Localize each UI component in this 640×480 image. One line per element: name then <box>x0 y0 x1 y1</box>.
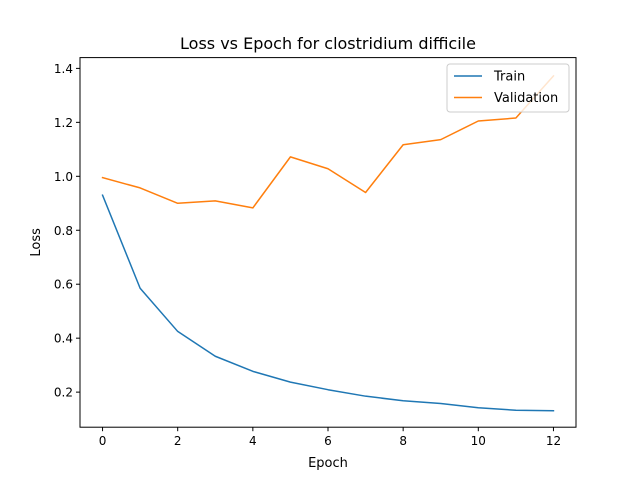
series-layer <box>101 74 555 412</box>
y-axis: 0.2 0.4 0.6 0.8 1.0 1.2 1.4 <box>54 62 80 400</box>
y-tick-label: 1.0 <box>54 170 73 184</box>
x-tick-label: 4 <box>249 434 257 448</box>
x-tick-label: 2 <box>174 434 182 448</box>
y-tick-label: 0.8 <box>54 224 73 238</box>
y-tick-label: 0.6 <box>54 278 73 292</box>
x-tick-label: 8 <box>399 434 407 448</box>
y-tick-label: 0.2 <box>54 386 73 400</box>
legend-label-train: Train <box>493 70 525 85</box>
series-line-train <box>101 194 555 412</box>
x-axis-label: Epoch <box>308 456 348 471</box>
y-tick-label: 1.4 <box>54 62 73 76</box>
legend: Train Validation <box>446 63 570 113</box>
legend-label-validation: Validation <box>494 91 558 106</box>
x-tick-label: 6 <box>324 434 332 448</box>
y-tick-label: 1.2 <box>54 116 73 130</box>
y-axis-label: Loss <box>29 228 44 257</box>
series-line-validation <box>101 74 555 209</box>
x-tick-label: 0 <box>99 434 107 448</box>
x-axis: 0 2 4 6 8 10 12 <box>99 427 561 448</box>
y-tick-label: 0.4 <box>54 332 73 346</box>
x-tick-label: 12 <box>546 434 561 448</box>
chart-title: Loss vs Epoch for clostridium difficile <box>180 34 476 53</box>
x-tick-label: 10 <box>471 434 486 448</box>
